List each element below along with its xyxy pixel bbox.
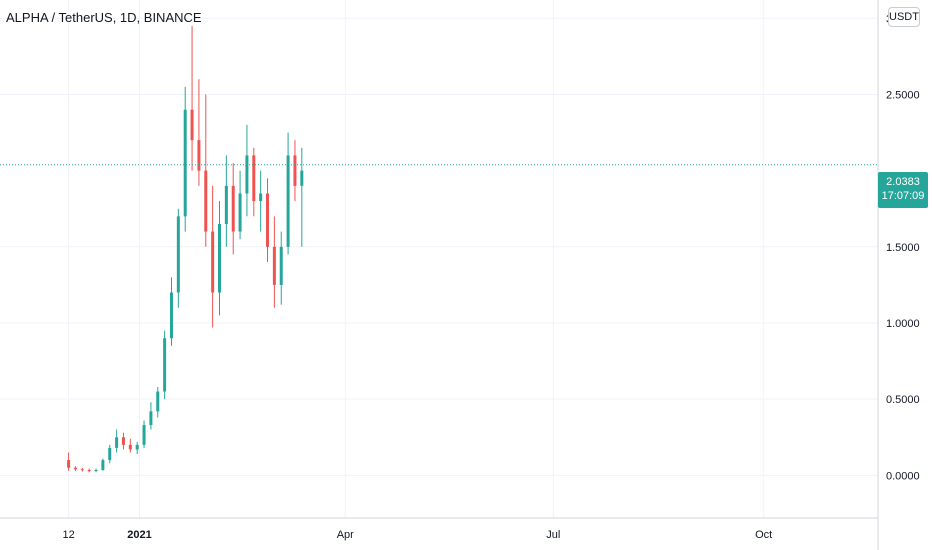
candle bbox=[108, 444, 112, 464]
candle-body bbox=[266, 193, 270, 247]
candle-body bbox=[286, 155, 290, 247]
time-tick-label: Jul bbox=[546, 529, 560, 541]
candle-body bbox=[252, 155, 256, 202]
candle-body bbox=[101, 460, 105, 471]
time-tick-label: Apr bbox=[337, 529, 354, 541]
candle bbox=[80, 467, 84, 472]
time-tick-label: 12 bbox=[62, 529, 74, 541]
candle-body bbox=[259, 193, 263, 202]
price-tick-label: 0.5000 bbox=[886, 394, 920, 406]
candle-body bbox=[156, 391, 160, 412]
candle-body bbox=[231, 185, 235, 232]
candle-body bbox=[73, 467, 77, 470]
candle bbox=[293, 140, 297, 202]
candle bbox=[176, 208, 180, 308]
candle-body bbox=[204, 170, 208, 232]
candle bbox=[204, 94, 208, 247]
candle-body bbox=[87, 470, 91, 472]
candle bbox=[224, 155, 228, 247]
candle bbox=[190, 25, 194, 171]
time-tick-label: Oct bbox=[755, 529, 772, 541]
grid bbox=[0, 0, 878, 518]
bar-countdown: 17:07:09 bbox=[881, 190, 925, 202]
candle bbox=[94, 468, 98, 473]
candle-body bbox=[142, 425, 146, 445]
candle-body bbox=[272, 246, 276, 285]
candle-body bbox=[211, 231, 215, 293]
candle-body bbox=[80, 469, 84, 471]
candle bbox=[142, 420, 146, 448]
candles bbox=[67, 25, 304, 473]
candle-body bbox=[67, 460, 71, 468]
candle bbox=[252, 147, 256, 217]
candle-body bbox=[176, 216, 180, 293]
currency-button[interactable]: USDT bbox=[888, 7, 920, 27]
candle bbox=[272, 216, 276, 308]
candle bbox=[279, 231, 283, 305]
candle bbox=[169, 277, 173, 346]
candle bbox=[115, 429, 119, 453]
time-scale[interactable]: 12 2021 Apr Jul Oct bbox=[62, 529, 772, 541]
candle-body bbox=[163, 338, 167, 392]
candle-body bbox=[197, 140, 201, 171]
candle-body bbox=[115, 437, 119, 448]
candle bbox=[121, 432, 125, 450]
candle-body bbox=[218, 223, 221, 293]
candle bbox=[286, 132, 290, 255]
candle-body bbox=[224, 185, 228, 224]
candle bbox=[135, 441, 139, 455]
candle bbox=[211, 185, 215, 328]
candle-body bbox=[149, 411, 153, 426]
candle bbox=[87, 468, 91, 473]
candle-body bbox=[300, 170, 304, 186]
last-price-tag: 2.0383 17:07:09 bbox=[878, 172, 928, 208]
candle bbox=[67, 452, 71, 471]
candle-body bbox=[135, 444, 139, 450]
time-tick-label: 2021 bbox=[127, 529, 151, 541]
candle bbox=[238, 170, 242, 240]
candle bbox=[149, 402, 153, 430]
candle bbox=[266, 178, 270, 263]
price-tick-label: 1.5000 bbox=[886, 242, 920, 254]
candle-body bbox=[108, 447, 112, 461]
candle bbox=[197, 79, 201, 186]
candle bbox=[156, 386, 160, 418]
chart-title: ALPHA / TetherUS, 1D, BINANCE bbox=[6, 10, 202, 25]
candle bbox=[128, 438, 132, 453]
candle-body bbox=[238, 193, 242, 232]
candle-body bbox=[94, 470, 98, 472]
candle-body bbox=[183, 109, 187, 217]
last-price-value: 2.0383 bbox=[886, 176, 920, 188]
candle bbox=[231, 163, 235, 255]
candle bbox=[218, 201, 221, 316]
candle bbox=[245, 124, 249, 217]
candle-body bbox=[169, 292, 173, 339]
candle bbox=[163, 330, 167, 400]
candle-body bbox=[293, 155, 297, 186]
candle bbox=[259, 170, 263, 232]
candle bbox=[300, 147, 304, 247]
candle-body bbox=[245, 155, 249, 194]
candle bbox=[183, 86, 187, 232]
price-tick-label: 0.0000 bbox=[886, 470, 920, 482]
candle bbox=[73, 466, 77, 471]
candle-body bbox=[279, 246, 283, 285]
price-tick-label: 1.0000 bbox=[886, 318, 920, 330]
price-tick-label: 2.5000 bbox=[886, 89, 920, 101]
candle-body bbox=[190, 109, 194, 141]
candle-body bbox=[128, 444, 132, 450]
candle-body bbox=[121, 437, 125, 445]
candle bbox=[101, 458, 105, 471]
